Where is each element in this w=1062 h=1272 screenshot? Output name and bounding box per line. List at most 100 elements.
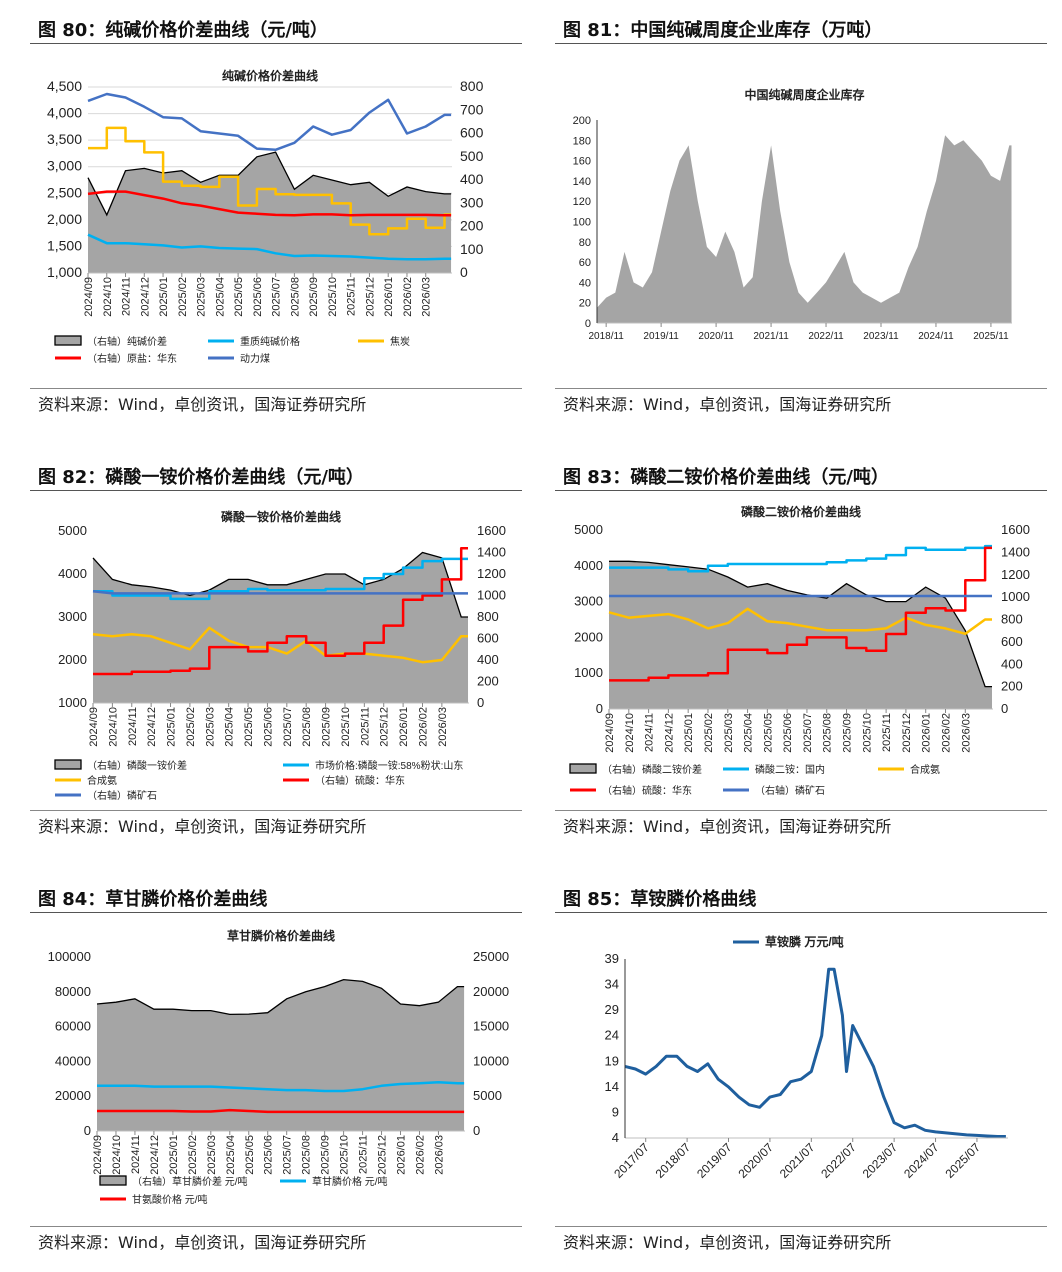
x-tick-label: 2024/07 (901, 1140, 942, 1181)
legend-label: 甘氨酸价格 元/吨 (132, 1193, 208, 1206)
figure-82: 图 82：磷酸一铵价格价差曲线（元/吨） 磷酸一铵价格价差曲线 1000 2000 3… (30, 447, 522, 867)
legend-label: 重质纯碱价格 (240, 335, 300, 348)
glufosinate-price-chart: 4 9 14 19 24 29 34 39 2017/07 2018/07 2019/07 2020/… (605, 934, 1008, 1181)
divider (555, 1226, 1047, 1227)
x-tick-label: 2025/11 (881, 713, 893, 752)
x-tick-label: 2026/02 (402, 277, 414, 317)
legend-label: 合成氨 (910, 763, 940, 776)
x-tick-label: 2025/11 (346, 277, 358, 316)
y-left-tick-label: 2,500 (47, 184, 82, 200)
series-area (97, 979, 465, 1131)
series-area-outline (92, 551, 468, 618)
legend-swatch (569, 763, 597, 774)
x-tick-label: 2025/06 (263, 1135, 275, 1175)
x-tick-label: 2018/07 (653, 1140, 694, 1181)
y-left-tick-label: 34 (605, 977, 619, 992)
y-right-tick-label: 100 (460, 241, 484, 257)
legend-label: 市场价格:磷酸一铵:58%粉状:山东 (315, 759, 463, 772)
x-tick-label: 2025/03 (204, 707, 216, 747)
x-tick-label: 2025/07 (271, 277, 283, 317)
y-right-tick-label: 0 (1001, 701, 1008, 716)
y-left-tick-label: 20000 (55, 1088, 91, 1103)
soda-ash-spread-chart: 纯碱价格价差曲线 1,000 1,500 2,000 2,500 3,000 3,500 4,… (47, 68, 484, 365)
series-line (92, 589, 468, 595)
series-line (87, 190, 452, 217)
x-tick-label: 2025/10 (340, 707, 352, 747)
y-right-tick-label: 0 (477, 695, 484, 710)
y-right-tick-label: 1600 (1001, 522, 1030, 537)
figure-title: 图 81：中国纯碱周度企业库存（万吨） (563, 20, 883, 41)
legend-label: （右轴）原盐：华东 (87, 352, 177, 365)
series-line (609, 546, 992, 682)
y-right-tick-label: 0 (473, 1123, 480, 1138)
y-right-tick-label: 600 (1001, 634, 1023, 649)
x-tick-label: 2024/10 (102, 277, 114, 317)
y-right-tick-label: 1200 (1001, 567, 1030, 582)
y-left-tick-label: 3000 (58, 609, 87, 624)
source-note: 资料来源：Wind，卓创资讯，国海证券研究所 (563, 1233, 892, 1252)
x-tick-label: 2026/03 (433, 1135, 445, 1175)
legend-swatch (99, 1175, 127, 1186)
x-tick-label: 2026/02 (414, 1135, 426, 1175)
x-tick-label: 2024/11 (121, 277, 133, 316)
x-tick-label: 2025/12 (377, 1135, 389, 1175)
x-tick-label: 2026/02 (417, 707, 429, 747)
y-left-tick-label: 0 (585, 318, 591, 330)
x-tick-label: 2026/03 (421, 277, 433, 317)
y-left-tick-label: 39 (605, 951, 619, 966)
x-tick-label: 2024/09 (83, 277, 95, 317)
x-tick-label: 2026/03 (960, 713, 972, 753)
figure-80: 图 80：纯碱价格价差曲线（元/吨） 纯碱价格价差曲线 1,000 1,500 2,0… (30, 0, 522, 420)
series-area (609, 561, 993, 709)
y-right-tick-label: 300 (460, 194, 484, 210)
x-tick-label: 2025/06 (782, 713, 794, 753)
x-tick-label: 2025/02 (185, 707, 197, 747)
y-right-tick-label: 20000 (473, 984, 509, 999)
x-tick-label: 2025/07 (802, 713, 814, 753)
x-tick-label: 2026/01 (383, 277, 395, 317)
legend-swatch (54, 335, 82, 346)
y-left-tick-label: 3000 (574, 594, 603, 609)
series-line (97, 1108, 465, 1114)
soda-ash-inventory-chart: 中国纯碱周度企业库存 0 20 40 60 80 100 120 140 160 180 200 201… (573, 87, 1012, 342)
legend-label: 草铵膦 万元/吨 (765, 934, 844, 949)
x-tick-label: 2025/02 (187, 1135, 199, 1175)
y-right-tick-label: 5000 (473, 1088, 502, 1103)
figure-83: 图 83：磷酸二铵价格价差曲线（元/吨） 磷酸二铵价格价差曲线 0 1000 2000… (555, 447, 1047, 867)
x-tick-label: 2025/06 (262, 707, 274, 747)
figure-title: 图 80：纯碱价格价差曲线（元/吨） (38, 20, 328, 41)
source-note: 资料来源：Wind，卓创资讯，国海证券研究所 (38, 1233, 367, 1252)
y-right-tick-label: 0 (460, 264, 468, 280)
x-tick-label: 2025/08 (301, 707, 313, 747)
y-left-tick-label: 60000 (55, 1019, 91, 1034)
y-left-tick-label: 40 (579, 277, 591, 289)
x-tick-label: 2025/07 (282, 707, 294, 747)
x-tick-label: 2025/02 (703, 713, 715, 753)
source-note: 资料来源：Wind，卓创资讯，国海证券研究所 (563, 817, 892, 836)
legend-label: 动力煤 (240, 352, 270, 365)
x-tick-label: 2025/09 (321, 707, 333, 747)
y-left-tick-label: 80 (579, 237, 591, 249)
x-tick-label: 2025/12 (379, 707, 391, 747)
figure-84: 图 84：草甘膦价格价差曲线 草甘膦价格价差曲线 0 20000 40000 60000… (30, 869, 522, 1272)
x-tick-label: 2023/07 (860, 1140, 901, 1181)
x-tick-label: 2025/05 (762, 713, 774, 753)
x-tick-label: 2021/11 (753, 331, 789, 342)
x-tick-label: 2025/01 (683, 713, 695, 753)
x-tick-label: 2026/01 (398, 707, 410, 747)
x-tick-label: 2025/08 (301, 1135, 313, 1175)
y-right-tick-label: 200 (477, 674, 499, 689)
series-line (93, 546, 468, 676)
y-left-tick-label: 4,500 (47, 78, 82, 94)
y-right-tick-label: 700 (460, 101, 484, 117)
series-line (93, 557, 468, 601)
x-tick-label: 2025/04 (224, 707, 236, 747)
x-tick-label: 2025/04 (743, 713, 755, 753)
y-right-tick-label: 500 (460, 148, 484, 164)
series-area-outline (96, 978, 465, 1016)
x-tick-label: 2025/01 (168, 1135, 180, 1175)
y-left-tick-label: 1,500 (47, 237, 82, 253)
y-left-tick-label: 1000 (574, 665, 603, 680)
x-tick-label: 2019/07 (694, 1140, 735, 1181)
y-left-tick-label: 14 (605, 1079, 619, 1094)
